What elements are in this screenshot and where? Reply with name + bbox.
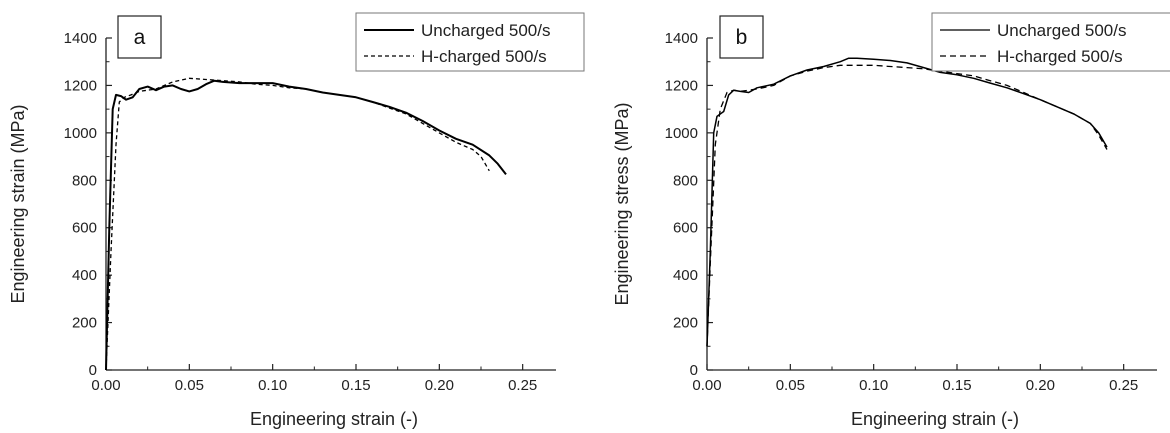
panel-letter-box [117, 15, 162, 59]
x-axis-title: Engineering strain (-) [851, 409, 1019, 429]
plot-area: 0.00 0.05 0.10 0.15 0.20 0.25 0 200 400 600 800 100… [64, 30, 556, 394]
legend-box [355, 12, 585, 72]
y-tick-label: 200 [673, 315, 698, 332]
y-tick-label: 1200 [64, 77, 97, 94]
x-tick-label: 0.20 [425, 377, 454, 394]
y-tick-label: 0 [690, 362, 698, 379]
y-tick-label: 1400 [665, 30, 698, 47]
panel-letter: a [134, 26, 146, 49]
y-tick-label: 0 [89, 362, 97, 379]
y-tick-label: 800 [673, 172, 698, 189]
y-axis-title: Engineering stress (MPa) [612, 102, 632, 305]
legend-label-uncharged: Uncharged 500/s [421, 21, 550, 40]
y-tick-label: 1000 [64, 125, 97, 142]
x-axis-title: Engineering strain (-) [250, 409, 418, 429]
y-tick-label: 400 [673, 267, 698, 284]
y-tick-label: 600 [673, 220, 698, 237]
x-tick-label: 0.15 [341, 377, 370, 394]
x-tick-label: 0.20 [1026, 377, 1055, 394]
series-line-uncharged [105, 79, 507, 371]
plot-area: 0.00 0.05 0.10 0.15 0.20 0.25 0 200 400 600 800 100… [665, 30, 1157, 394]
y-tick-label: 200 [72, 315, 97, 332]
series-line-uncharged [706, 57, 1108, 347]
chart-panel-a: 0.00 0.05 0.10 0.15 0.20 0.25 0 200 400 600 800 100… [8, 12, 585, 429]
y-tick-label: 1000 [665, 125, 698, 142]
y-axis-title: Engineering strain (MPa) [8, 104, 28, 303]
x-tick-label: 0.05 [175, 377, 204, 394]
panel-letter: b [736, 26, 748, 49]
series-line-h-charged [706, 64, 1108, 347]
x-tick-label: 0.10 [258, 377, 287, 394]
chart-panel-b: 0.00 0.05 0.10 0.15 0.20 0.25 0 200 400 600 800 100… [612, 12, 1170, 429]
y-tick-label: 800 [72, 172, 97, 189]
legend-box [931, 12, 1170, 72]
legend-label-h-charged: H-charged 500/s [997, 47, 1123, 66]
y-tick-label: 1400 [64, 30, 97, 47]
legend-label-uncharged: Uncharged 500/s [997, 21, 1126, 40]
x-tick-label: 0.15 [942, 377, 971, 394]
x-tick-label: 0.00 [692, 377, 721, 394]
y-tick-label: 1200 [665, 77, 698, 94]
y-tick-label: 400 [72, 267, 97, 284]
x-tick-label: 0.05 [776, 377, 805, 394]
x-tick-label: 0.10 [859, 377, 888, 394]
panel-letter-box [719, 15, 764, 59]
y-tick-label: 600 [72, 220, 97, 237]
x-tick-label: 0.00 [91, 377, 120, 394]
series-line-h-charged [105, 77, 490, 371]
legend-label-h-charged: H-charged 500/s [421, 47, 547, 66]
x-tick-label: 0.25 [508, 377, 537, 394]
x-tick-label: 0.25 [1109, 377, 1138, 394]
